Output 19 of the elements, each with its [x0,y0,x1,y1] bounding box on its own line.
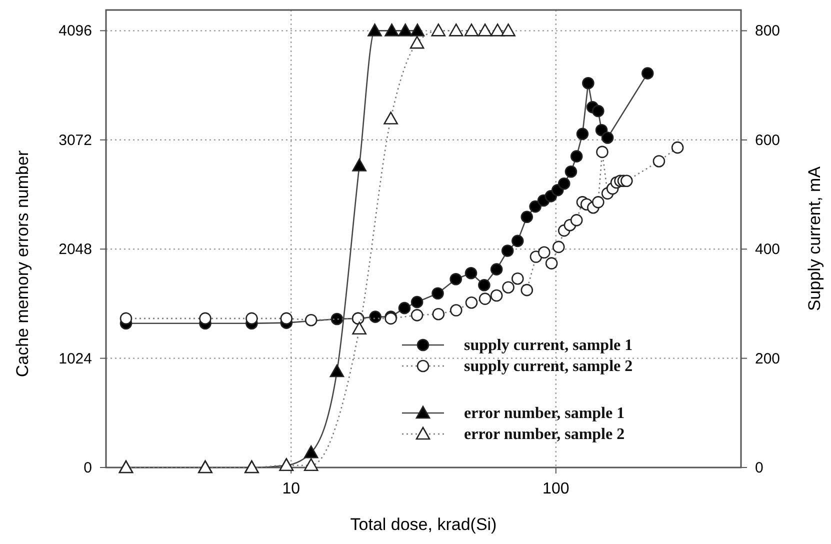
y2-tick-label: 200 [755,350,780,368]
y-tick-label: 0 [84,460,92,476]
legend-label: supply current, sample 1 [464,337,633,354]
y2-axis-title: Supply current, mA [805,166,824,312]
x-axis-title: Total dose, krad(Si) [350,515,497,534]
legend-label: error number, sample 1 [464,405,625,422]
legend-label: error number, sample 2 [464,426,625,443]
y2-tick-label: 600 [755,132,780,149]
y-tick-label: 3072 [58,132,92,149]
y2-tick-label: 800 [755,22,780,40]
y-tick-label: 2048 [58,241,92,258]
y2-tick-label: 0 [755,460,764,476]
y-tick-label: 1024 [58,350,92,368]
y-axis-title: Cache memory errors number [13,150,32,378]
x-tick-label: 100 [542,480,570,498]
legend-label: supply current, sample 2 [464,358,633,375]
y2-tick-label: 400 [755,241,780,258]
x-tick-label: 10 [282,480,300,498]
y-tick-label: 4096 [58,22,92,40]
